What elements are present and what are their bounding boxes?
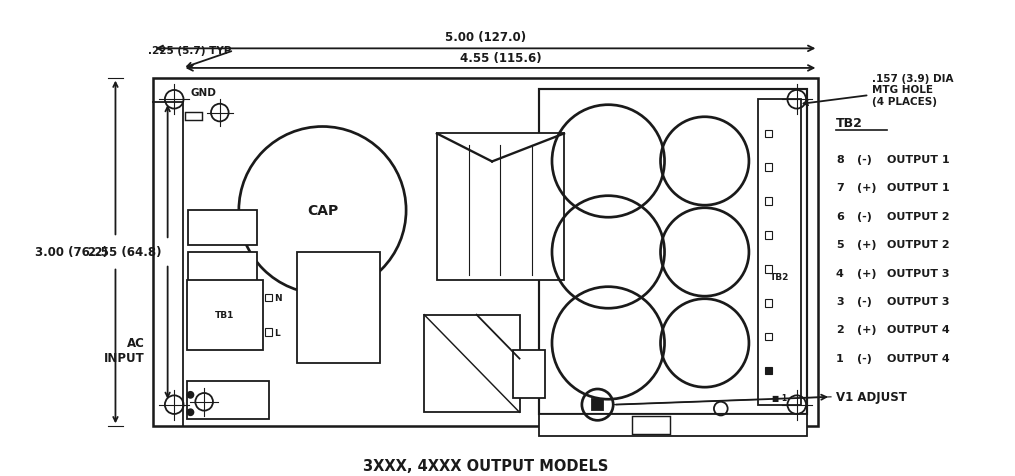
Text: (+): (+)	[858, 183, 877, 193]
Text: TB1: TB1	[215, 310, 234, 319]
Bar	[764, 130, 772, 138]
Text: OUTPUT 3: OUTPUT 3	[887, 297, 949, 307]
Text: (+): (+)	[858, 240, 877, 250]
Text: (-): (-)	[858, 353, 872, 363]
Bar	[297, 252, 380, 364]
Text: 5: 5	[836, 240, 843, 250]
Bar	[265, 329, 272, 336]
Text: OUTPUT 1: OUTPUT 1	[887, 183, 949, 193]
Text: 2.55 (64.8): 2.55 (64.8)	[88, 246, 161, 259]
Bar	[188, 252, 258, 287]
Bar	[764, 333, 772, 341]
Text: (-): (-)	[858, 211, 872, 221]
Text: GND: GND	[191, 88, 216, 98]
Bar	[539, 415, 807, 436]
Text: (-): (-)	[858, 297, 872, 307]
Bar	[187, 280, 263, 350]
Bar	[514, 350, 545, 398]
Bar	[764, 367, 772, 375]
Text: L: L	[274, 328, 280, 337]
Text: TB2: TB2	[770, 272, 790, 281]
Text: 7: 7	[836, 183, 843, 193]
Bar	[539, 90, 807, 415]
Bar	[592, 399, 603, 410]
Bar	[185, 112, 202, 120]
Text: OUTPUT 2: OUTPUT 2	[887, 240, 949, 250]
Bar	[758, 100, 801, 405]
Text: .157 (3.9) DIA
MTG HOLE
(4 PLACES): .157 (3.9) DIA MTG HOLE (4 PLACES)	[804, 74, 954, 107]
Text: 4.55 (115.6): 4.55 (115.6)	[460, 52, 541, 65]
Text: (+): (+)	[858, 268, 877, 278]
Text: V1 ADJUST: V1 ADJUST	[836, 390, 906, 404]
Circle shape	[187, 408, 194, 416]
Bar	[188, 211, 258, 246]
Text: .225 (5.7) TYP: .225 (5.7) TYP	[148, 46, 231, 56]
Circle shape	[187, 391, 194, 399]
Text: 2: 2	[836, 325, 843, 335]
Text: 4: 4	[836, 268, 843, 278]
Text: 3XXX, 4XXX OUTPUT MODELS: 3XXX, 4XXX OUTPUT MODELS	[362, 457, 608, 473]
Text: 5.00 (127.0): 5.00 (127.0)	[445, 31, 526, 44]
Bar	[436, 134, 564, 280]
Text: TB2: TB2	[836, 116, 863, 129]
Text: OUTPUT 4: OUTPUT 4	[887, 325, 950, 335]
Bar	[424, 315, 520, 412]
Text: 6: 6	[836, 211, 843, 221]
Text: CAP: CAP	[307, 204, 338, 218]
Text: OUTPUT 4: OUTPUT 4	[887, 353, 950, 363]
Text: (+): (+)	[858, 325, 877, 335]
Bar	[187, 381, 269, 419]
Bar	[152, 79, 818, 426]
Text: 3.00 (76.2): 3.00 (76.2)	[35, 246, 108, 259]
Text: N: N	[274, 293, 282, 302]
Text: OUTPUT 2: OUTPUT 2	[887, 211, 949, 221]
Bar	[265, 294, 272, 301]
Text: 3: 3	[836, 297, 843, 307]
Text: 8: 8	[836, 155, 843, 165]
Text: 1: 1	[836, 353, 843, 363]
Bar	[764, 232, 772, 239]
Text: OUTPUT 1: OUTPUT 1	[887, 155, 949, 165]
Bar	[632, 416, 670, 434]
Text: OUTPUT 3: OUTPUT 3	[887, 268, 949, 278]
Bar	[764, 164, 772, 171]
Text: ■ 1: ■ 1	[772, 393, 788, 402]
Text: AC
INPUT: AC INPUT	[105, 336, 145, 364]
Bar	[764, 299, 772, 307]
Text: (-): (-)	[858, 155, 872, 165]
Bar	[764, 266, 772, 273]
Bar	[764, 198, 772, 205]
